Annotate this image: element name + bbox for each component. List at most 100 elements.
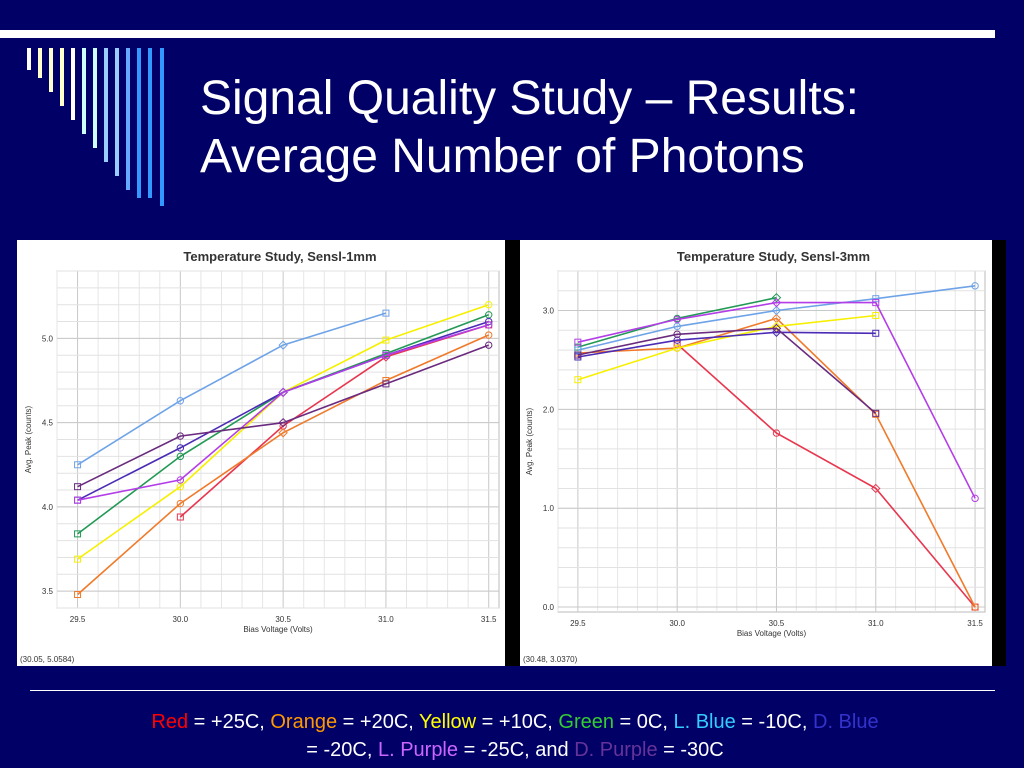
top-rule (0, 30, 995, 38)
data-point (74, 483, 82, 491)
chart-title: Temperature Study, Sensl-3mm (677, 249, 870, 264)
data-point (176, 432, 185, 440)
chart-2-svg: Temperature Study, Sensl-3mm 0.0 1.0 2.0 3.0… (523, 249, 986, 664)
chart-sensl-3mm: Temperature Study, Sensl-3mm 0.0 1.0 2.0 3.0… (520, 240, 992, 666)
legend-red: Red (151, 711, 189, 733)
data-point (74, 496, 82, 504)
data-point (74, 461, 82, 469)
data-point (673, 322, 681, 331)
data-point (574, 351, 582, 359)
y-tick-label: 3.0 (543, 307, 555, 316)
chart-sensl-1mm: Temperature Study, Sensl-1mm 3.5 4.0 4.5 5.0… (17, 240, 505, 666)
series-line-red (676, 343, 976, 608)
data-point (574, 346, 582, 354)
data-point (74, 591, 82, 599)
data-point (771, 305, 782, 316)
data-point (971, 282, 979, 290)
chart-1-svg: Temperature Study, Sensl-1mm 3.5 4.0 4.5 5.0… (20, 249, 500, 664)
y-tick-label: 5.0 (42, 334, 54, 343)
x-tick-label: 31.0 (868, 619, 884, 628)
data-point (74, 555, 82, 563)
data-point (382, 309, 390, 317)
data-point (771, 323, 782, 334)
series-line-light-purple (577, 301, 976, 499)
data-point (673, 330, 681, 338)
data-point (485, 300, 493, 309)
data-point (771, 297, 782, 308)
data-point (485, 321, 493, 329)
x-tick-label: 29.5 (70, 615, 86, 624)
data-point (574, 338, 582, 346)
x-tick-label: 30.0 (669, 619, 685, 628)
y-tick-label: 0.0 (543, 603, 555, 612)
title-line-1: Signal Quality Study – Results: (200, 72, 859, 125)
legend-dark-purple-value: = -30C (657, 739, 724, 761)
x-tick-label: 30.5 (275, 615, 291, 624)
x-tick-label: 30.0 (173, 615, 189, 624)
series-line-yellow (577, 314, 876, 381)
series-line-light-blue (577, 285, 976, 351)
x-tick-label: 31.5 (967, 619, 983, 628)
data-point (176, 513, 184, 521)
data-point (278, 428, 288, 438)
y-tick-label: 1.0 (543, 504, 555, 513)
data-point (872, 329, 880, 337)
x-axis-label: Bias Voltage (Volts) (243, 625, 313, 634)
data-point (971, 494, 979, 503)
y-axis-label: Avg. Peak (counts) (24, 405, 33, 473)
data-point (971, 603, 979, 611)
legend-light-blue-value: = -10C, (735, 711, 813, 733)
legend-orange: Orange (270, 711, 338, 733)
legend-light-blue: L. Blue (673, 711, 736, 733)
x-axis-label: Bias Voltage (Volts) (737, 629, 807, 638)
data-point (772, 429, 781, 437)
series-line-light-purple (77, 324, 489, 501)
data-point (74, 530, 82, 538)
legend-dark-purple: D. Purple (574, 739, 658, 761)
cursor-readout: (30.48, 3.0370) (523, 655, 578, 664)
legend-light-purple: L. Purple (377, 739, 459, 761)
data-point (872, 299, 880, 307)
data-point (673, 340, 681, 348)
data-point (176, 476, 185, 484)
chart-right-edge (992, 240, 1006, 666)
x-tick-label: 31.0 (378, 615, 394, 624)
data-point (574, 376, 582, 384)
data-point (176, 452, 185, 461)
x-tick-label: 30.5 (769, 619, 785, 628)
series-line-orange (77, 334, 490, 596)
chart-title: Temperature Study, Sensl-1mm (183, 249, 376, 264)
y-tick-label: 4.5 (42, 419, 54, 428)
data-point (871, 483, 881, 494)
x-tick-label: 31.5 (481, 615, 497, 624)
series-line-dark-purple (577, 327, 877, 414)
y-tick-label: 3.5 (42, 587, 54, 596)
x-tick-label: 29.5 (570, 619, 586, 628)
decorative-stripes (27, 48, 164, 206)
legend-dark-blue: D. Blue (813, 711, 879, 733)
data-point (485, 331, 493, 339)
data-point (872, 311, 880, 319)
legend-green: Green (558, 711, 614, 733)
chart-divider (505, 240, 520, 666)
data-point (278, 417, 288, 428)
bottom-rule (30, 690, 995, 691)
data-point (382, 336, 390, 344)
data-point (382, 351, 390, 359)
plot-area (557, 270, 986, 613)
legend-orange-value: = +20C, (337, 711, 420, 733)
data-point (278, 340, 288, 350)
data-point (872, 409, 880, 417)
data-point (872, 295, 880, 303)
slide-title: Signal Quality Study – Results: Average … (200, 70, 1000, 186)
color-legend: Red = +25C, Orange = +20C, Yellow = +10C… (40, 708, 990, 764)
data-point (176, 444, 185, 452)
series-line-light-blue (77, 312, 387, 466)
cursor-readout: (30.05, 5.0584) (20, 655, 75, 664)
y-axis-label: Avg. Peak (counts) (525, 407, 534, 475)
data-point (176, 397, 185, 405)
series-line-orange (577, 317, 976, 608)
y-tick-label: 4.0 (42, 503, 54, 512)
legend-green-value: = 0C, (613, 711, 674, 733)
legend-yellow-value: = +10C, (476, 711, 559, 733)
